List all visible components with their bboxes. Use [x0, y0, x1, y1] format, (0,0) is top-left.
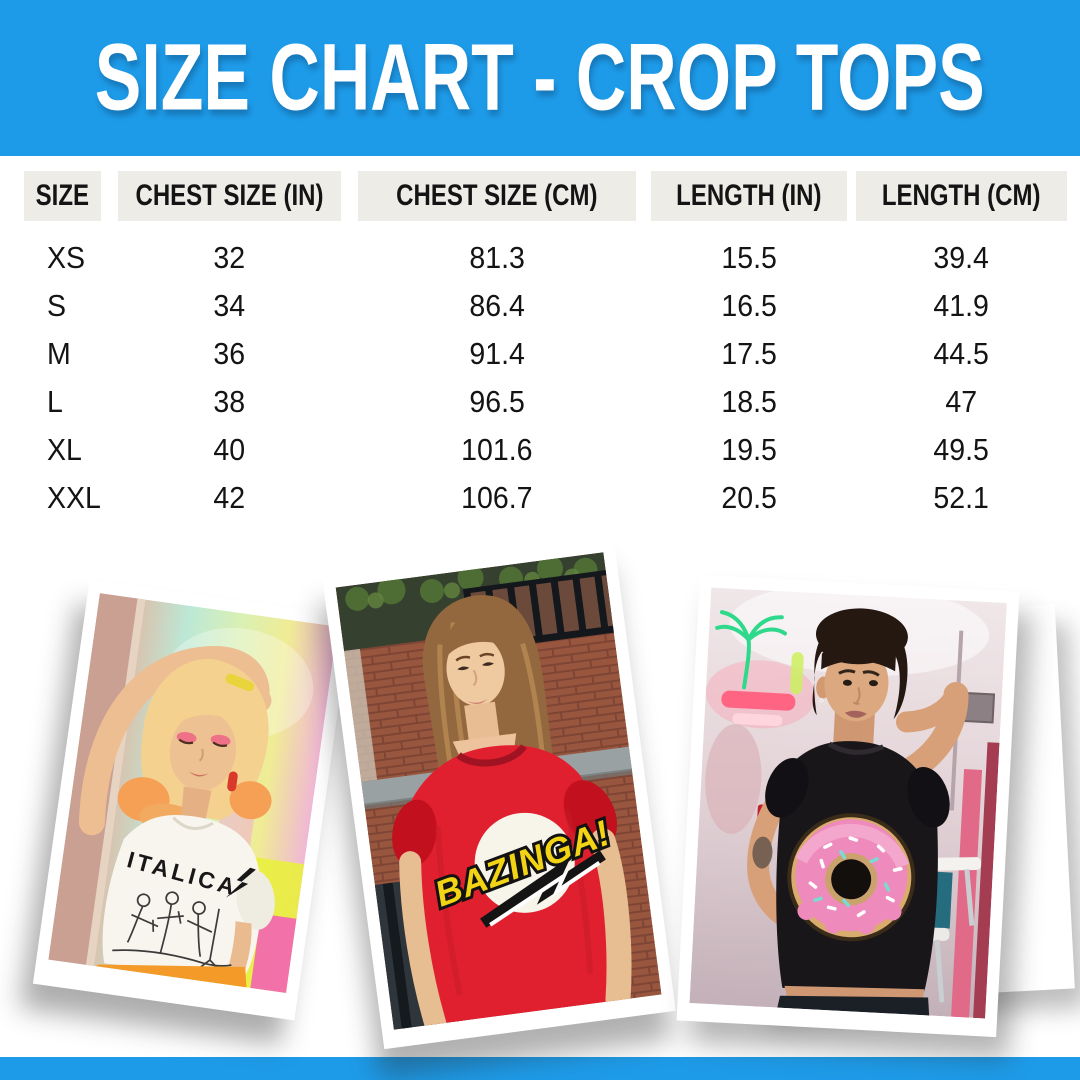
size-cell: M: [47, 336, 71, 371]
table-header-row: SIZE CHEST SIZE (IN) CHEST SIZE (CM) LEN…: [0, 171, 1080, 221]
length-cm-cell: 52.1: [933, 480, 990, 515]
table-row: XXL 42 106.7 20.5 52.1: [0, 474, 1080, 522]
band-doodle: [112, 891, 232, 970]
sprinkles: [808, 836, 903, 918]
chest-cm-cell: 101.6: [461, 432, 533, 467]
chest-cm-cell: 91.4: [469, 336, 525, 371]
photo-card-bazinga: BAZINGA!: [322, 538, 676, 1050]
size-cell: XS: [47, 240, 86, 275]
plants: [345, 555, 598, 611]
table-row: L 38 96.5 18.5 47: [0, 378, 1080, 426]
length-cm-cell: 47: [945, 384, 978, 419]
column-header-length-cm: LENGTH (CM): [856, 171, 1067, 221]
chest-cm-cell: 86.4: [469, 288, 525, 323]
photo-card-italica: ITALICA: [32, 579, 352, 1021]
length-cm-cell: 44.5: [933, 336, 990, 371]
table-row: XL 40 101.6 19.5 49.5: [0, 426, 1080, 474]
length-in-cell: 19.5: [721, 432, 777, 467]
photo2-image: BAZINGA!: [335, 552, 662, 1030]
photo1-image: ITALICA: [48, 593, 338, 993]
table-row: XS 32 81.3 15.5 39.4: [0, 234, 1080, 282]
size-cell: L: [47, 384, 63, 419]
title-banner: SIZE CHART - CROP TOPS: [0, 0, 1080, 156]
length-cm-cell: 49.5: [933, 432, 990, 467]
column-header-size: SIZE: [24, 171, 101, 221]
chest-in-cell: 42: [213, 480, 246, 515]
size-cell: XL: [47, 432, 82, 467]
chest-in-cell: 38: [213, 384, 246, 419]
table-body: XS 32 81.3 15.5 39.4 S 34 86.4 16.5 41.9…: [0, 234, 1080, 522]
photo-card-donut: [676, 574, 1020, 1038]
length-in-cell: 15.5: [721, 240, 777, 275]
length-cm-cell: 39.4: [933, 240, 990, 275]
model-illustration: [747, 608, 969, 1016]
chest-in-cell: 32: [213, 240, 246, 275]
neon-sign: [705, 610, 816, 729]
chest-cm-cell: 81.3: [469, 240, 525, 275]
model-illustration: BAZINGA!: [392, 595, 632, 1030]
length-in-cell: 18.5: [721, 384, 777, 419]
length-in-cell: 16.5: [721, 288, 777, 323]
chest-in-cell: 36: [213, 336, 246, 371]
chest-cm-cell: 106.7: [461, 480, 533, 515]
length-cm-cell: 41.9: [933, 288, 990, 323]
size-cell: XXL: [47, 480, 101, 515]
page-title: SIZE CHART - CROP TOPS: [95, 25, 985, 131]
model-illustration: ITALICA: [78, 646, 275, 988]
footer-bar: [0, 1057, 1080, 1080]
column-header-length-in: LENGTH (IN): [651, 171, 847, 221]
column-header-chest-in: CHEST SIZE (IN): [118, 171, 341, 221]
length-in-cell: 20.5: [721, 480, 777, 515]
size-table: SIZE CHEST SIZE (IN) CHEST SIZE (CM) LEN…: [0, 171, 1080, 522]
size-cell: S: [47, 288, 67, 323]
donut-icon: [787, 813, 916, 942]
chest-cm-cell: 96.5: [469, 384, 525, 419]
table-row: M 36 91.4 17.5 44.5: [0, 330, 1080, 378]
column-header-chest-cm: CHEST SIZE (CM): [358, 171, 636, 221]
bazinga-graphic: BAZINGA!: [426, 809, 619, 928]
length-in-cell: 17.5: [721, 336, 777, 371]
chest-in-cell: 40: [213, 432, 246, 467]
table-row: S 34 86.4 16.5 41.9: [0, 282, 1080, 330]
photo3-image: [689, 587, 1007, 1019]
chest-in-cell: 34: [213, 288, 246, 323]
